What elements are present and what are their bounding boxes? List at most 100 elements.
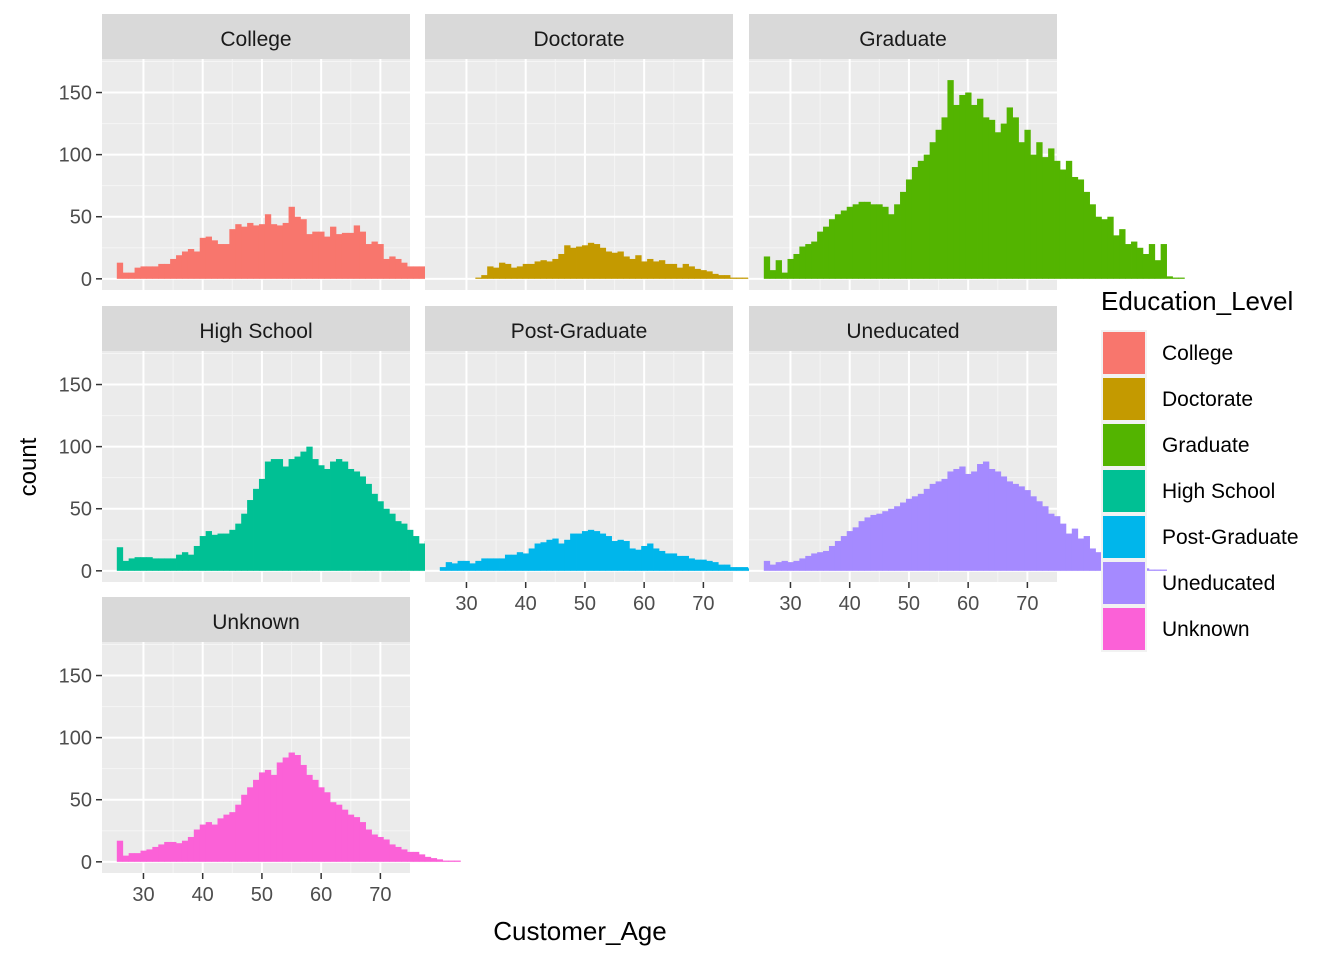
histogram-bar: [1160, 244, 1167, 279]
histogram-bar: [510, 554, 518, 571]
legend-title: Education_Level: [1101, 286, 1293, 316]
histogram-bar: [181, 840, 189, 862]
facet-strip: [749, 14, 1057, 59]
histogram-bar: [1042, 157, 1049, 279]
histogram-bar: [193, 251, 201, 279]
histogram-bar: [401, 523, 408, 571]
histogram-bar: [846, 531, 854, 571]
histogram-bar: [247, 787, 254, 862]
facet-strip: [102, 14, 410, 59]
histogram-bar: [769, 270, 777, 279]
histogram-bar: [499, 558, 506, 571]
histogram-bar: [306, 774, 313, 862]
histogram-bar: [834, 541, 842, 571]
histogram-bar: [817, 231, 824, 279]
legend-swatch: [1103, 424, 1145, 466]
legend-label: College: [1162, 342, 1233, 365]
histogram-bar: [1024, 129, 1031, 279]
histogram-bar: [769, 564, 777, 571]
histogram-bar: [335, 459, 343, 571]
x-tick-label: 40: [192, 884, 214, 906]
histogram-bar: [395, 258, 402, 279]
histogram-bar: [253, 488, 260, 571]
histogram-bar: [1125, 244, 1132, 279]
histogram-bar: [365, 829, 372, 862]
histogram-bar: [1154, 569, 1162, 571]
histogram-bar: [146, 266, 153, 279]
histogram-bar: [335, 804, 343, 862]
y-tick-label: 50: [70, 790, 92, 812]
histogram-bar: [775, 260, 782, 279]
histogram-bar: [1000, 476, 1008, 571]
histogram-bar: [253, 779, 260, 862]
histogram-bar: [635, 255, 642, 279]
facet-college: College 0 50 100 150: [59, 14, 544, 291]
histogram-bar: [828, 219, 836, 279]
histogram-bar: [412, 266, 420, 279]
histogram-bar: [270, 459, 278, 571]
histogram-bar: [647, 543, 654, 571]
histogram-bar: [170, 258, 177, 279]
histogram-bar: [418, 266, 426, 279]
histogram-bar: [383, 839, 390, 862]
histogram-bar: [1054, 516, 1061, 571]
facet-graduate: Graduate: [749, 14, 1185, 290]
histogram-bar: [475, 560, 482, 571]
y-tick-label: 50: [70, 499, 92, 521]
histogram-bar: [276, 459, 284, 571]
histogram-bar: [1166, 276, 1173, 279]
histogram-bar: [670, 263, 678, 279]
histogram-bar: [581, 245, 589, 279]
histogram-bar: [522, 553, 530, 571]
histogram-bar: [965, 473, 972, 571]
histogram-bar: [953, 468, 960, 571]
histogram-bar: [193, 545, 201, 571]
histogram-bar: [451, 563, 458, 571]
histogram-bar: [805, 244, 812, 279]
histogram-bar: [463, 560, 470, 571]
x-tick-label: 30: [132, 884, 154, 906]
histogram-bar: [353, 471, 361, 571]
y-tick-label: 50: [70, 207, 92, 229]
histogram-bar: [900, 502, 907, 571]
histogram-bar: [436, 859, 443, 862]
legend-label: Post-Graduate: [1162, 526, 1299, 549]
histogram-bar: [205, 531, 212, 571]
histogram-bar: [718, 275, 725, 279]
histogram-bar: [306, 234, 313, 279]
facet-strip-label: Doctorate: [533, 28, 624, 51]
histogram-bar: [152, 846, 159, 862]
y-tick-label: 150: [59, 666, 92, 688]
histogram-bar: [377, 244, 384, 279]
histogram-bar: [330, 802, 337, 862]
histogram-bar: [706, 560, 713, 571]
histogram-bar: [371, 834, 378, 862]
histogram-bar: [611, 541, 618, 571]
histogram-bar: [781, 560, 788, 571]
histogram-bar: [481, 275, 488, 279]
histogram-bar: [793, 253, 800, 279]
histogram-bar: [840, 536, 848, 571]
facet-strip-label: High School: [199, 320, 312, 343]
histogram-bar: [1071, 528, 1079, 571]
histogram-bar: [264, 461, 272, 571]
histogram-bar: [176, 255, 183, 279]
histogram-bar: [599, 247, 607, 279]
legend-label: High School: [1162, 480, 1275, 503]
histogram-bar: [140, 557, 147, 571]
histogram-bar: [971, 471, 978, 571]
histogram-bar: [1018, 486, 1025, 571]
histogram-bar: [365, 483, 372, 571]
histogram-bar: [193, 829, 201, 862]
histogram-bar: [128, 558, 135, 571]
histogram-bar: [223, 533, 230, 571]
histogram-bar: [288, 752, 295, 862]
histogram-bar: [407, 529, 414, 571]
histogram-bar: [587, 529, 595, 571]
histogram-bar: [353, 817, 361, 862]
histogram-bar: [658, 550, 666, 571]
histogram-bar: [522, 263, 530, 279]
histogram-bar: [599, 533, 607, 571]
histogram-bar: [258, 224, 266, 279]
histogram-bar: [318, 465, 325, 571]
